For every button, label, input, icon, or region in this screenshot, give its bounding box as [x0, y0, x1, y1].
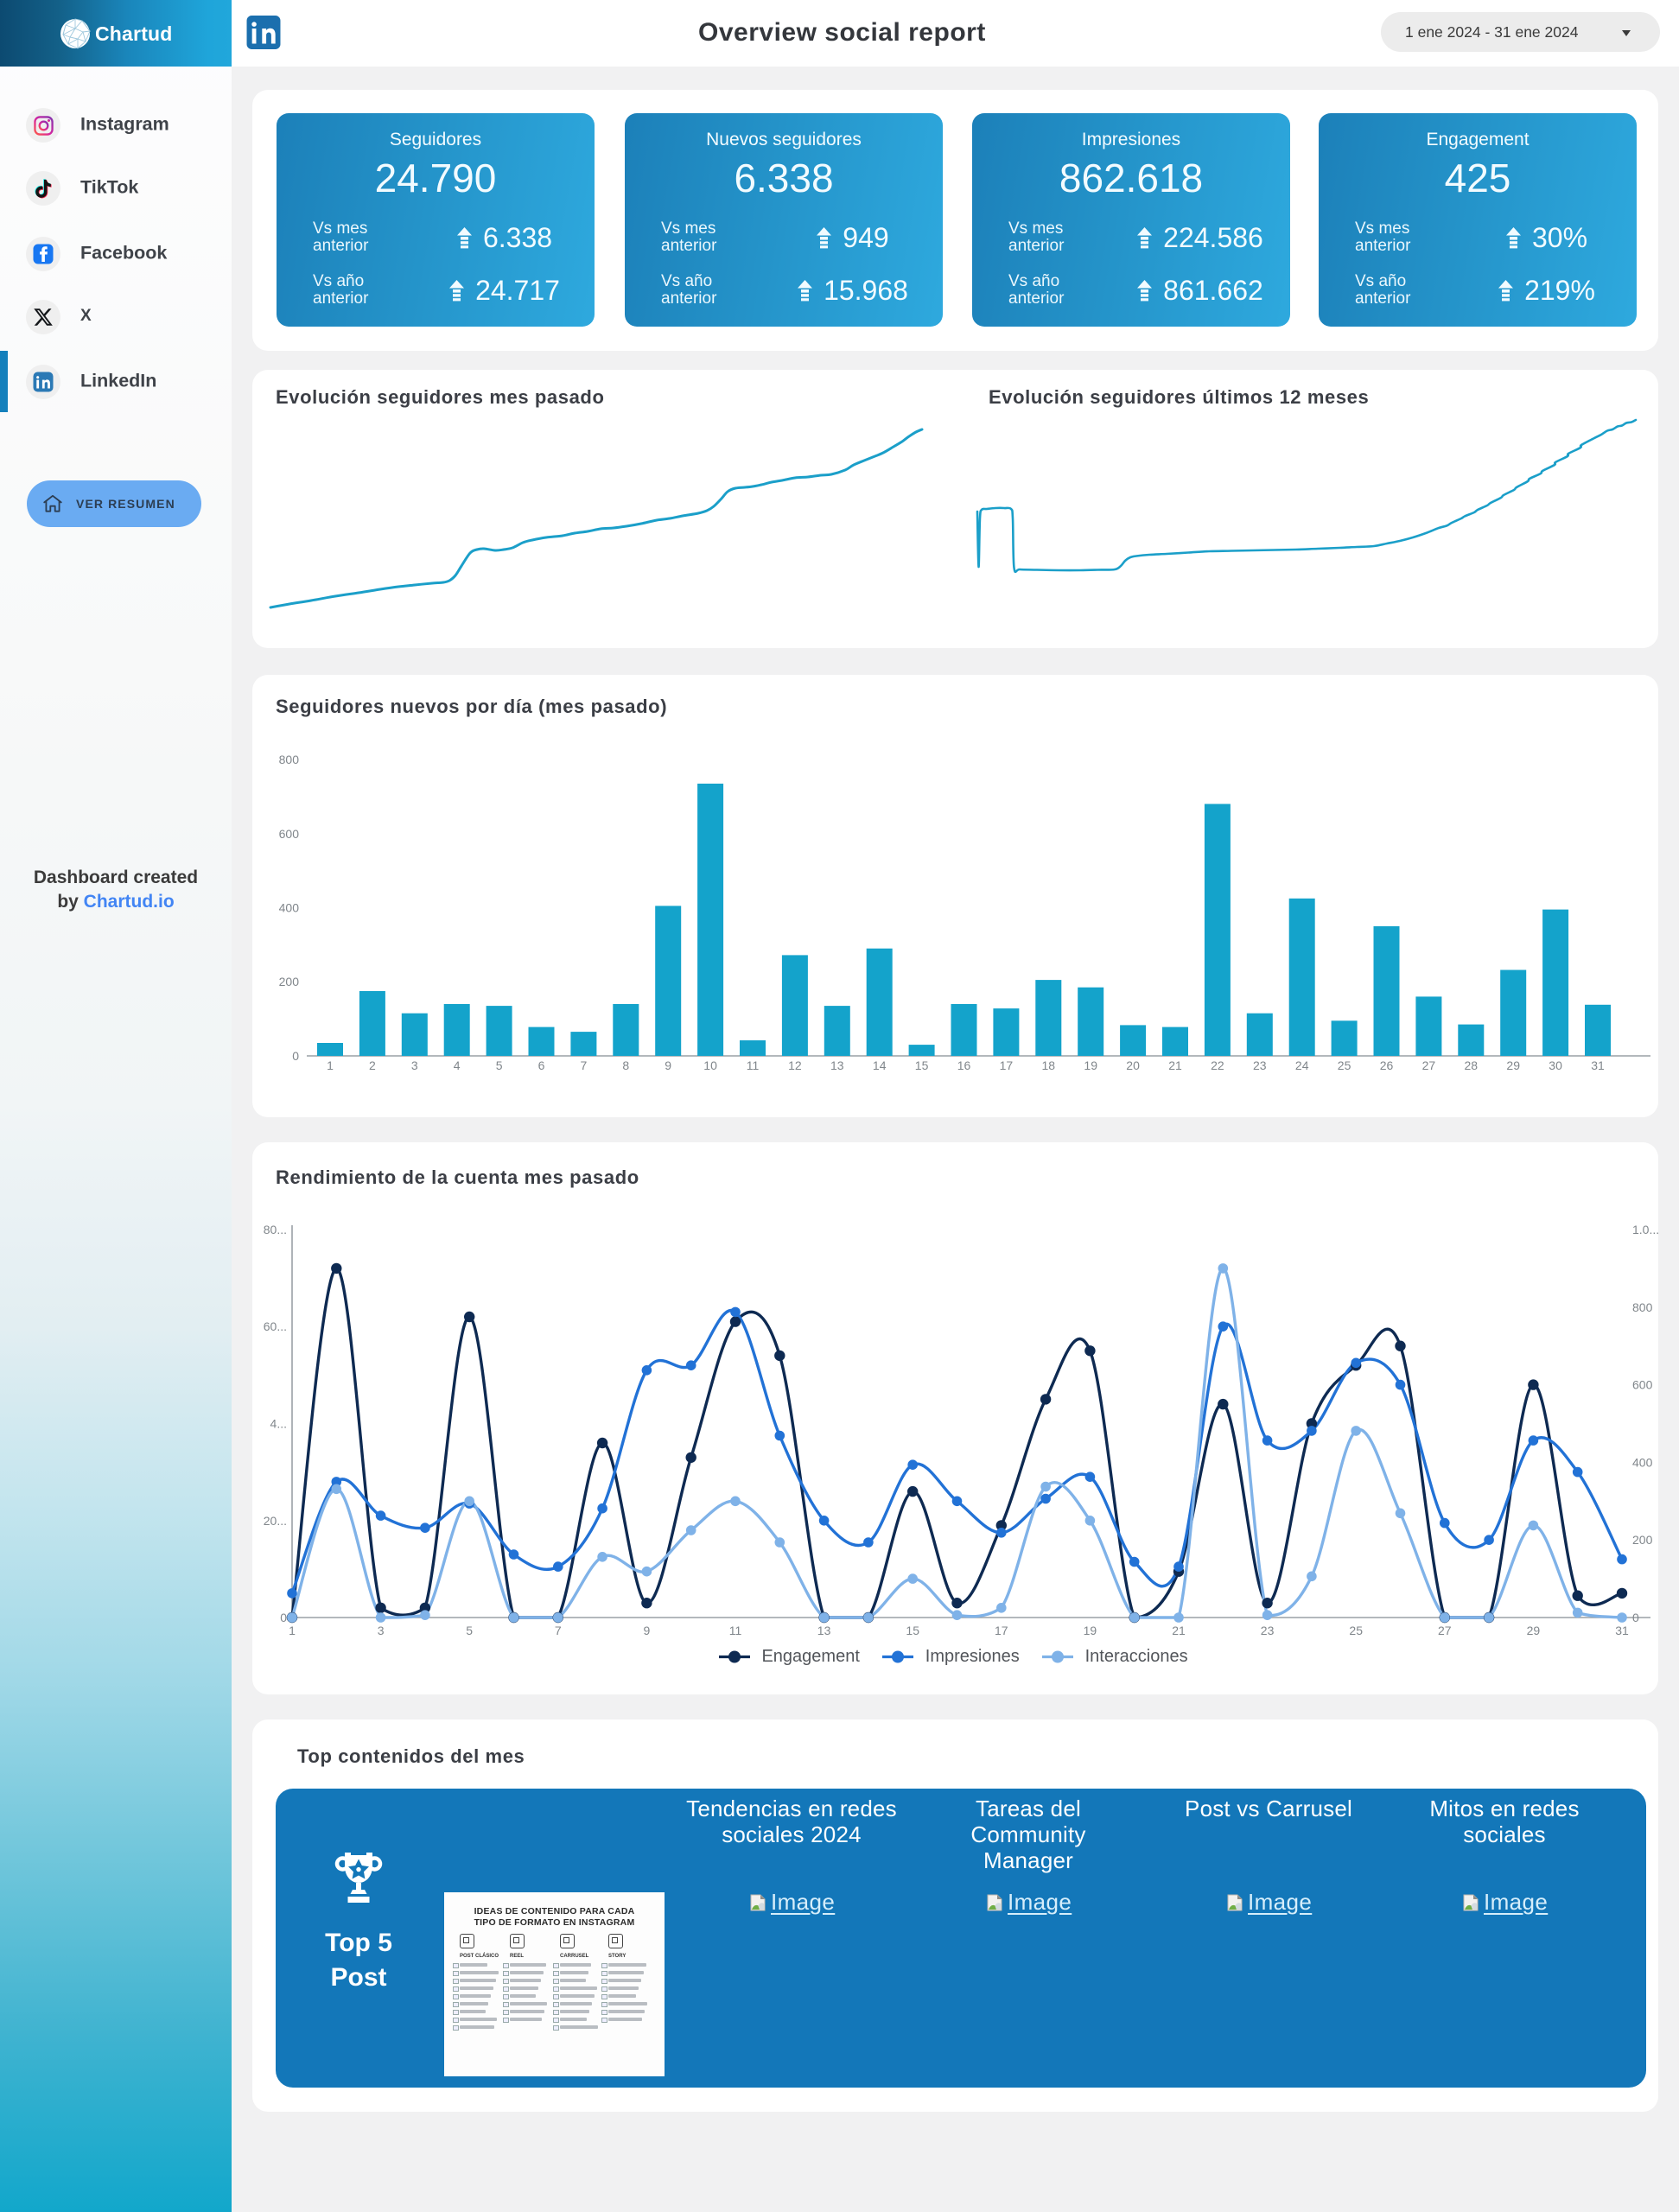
svg-text:11: 11 [747, 1058, 760, 1072]
svg-text:15: 15 [915, 1058, 929, 1072]
svg-text:13: 13 [830, 1058, 844, 1072]
svg-text:200: 200 [279, 975, 300, 988]
svg-text:16: 16 [957, 1058, 971, 1072]
svg-text:60...: 60... [264, 1319, 287, 1333]
svg-text:31: 31 [1615, 1624, 1629, 1637]
svg-text:31: 31 [1591, 1058, 1605, 1072]
svg-text:800: 800 [279, 753, 300, 766]
svg-text:17: 17 [1000, 1058, 1014, 1072]
svg-text:27: 27 [1438, 1624, 1452, 1637]
svg-text:0: 0 [292, 1049, 299, 1063]
svg-text:22: 22 [1211, 1058, 1224, 1072]
svg-text:400: 400 [279, 901, 300, 915]
svg-text:7: 7 [581, 1058, 588, 1072]
svg-text:23: 23 [1261, 1624, 1275, 1637]
svg-text:15: 15 [906, 1624, 919, 1637]
svg-text:9: 9 [665, 1058, 671, 1072]
svg-text:0: 0 [1632, 1611, 1639, 1624]
svg-text:0: 0 [280, 1611, 287, 1624]
svg-text:29: 29 [1506, 1058, 1520, 1072]
svg-text:1.0...: 1.0... [1632, 1223, 1658, 1236]
svg-text:6: 6 [538, 1058, 545, 1072]
svg-text:21: 21 [1172, 1624, 1186, 1637]
svg-text:14: 14 [873, 1058, 887, 1072]
svg-text:12: 12 [788, 1058, 802, 1072]
svg-text:600: 600 [279, 827, 300, 841]
svg-text:27: 27 [1422, 1058, 1436, 1072]
svg-text:1: 1 [289, 1624, 296, 1637]
svg-text:200: 200 [1632, 1533, 1653, 1547]
svg-text:5: 5 [466, 1624, 473, 1637]
svg-text:11: 11 [729, 1624, 742, 1637]
svg-text:24: 24 [1295, 1058, 1309, 1072]
svg-text:25: 25 [1338, 1058, 1351, 1072]
svg-text:17: 17 [995, 1624, 1008, 1637]
svg-text:5: 5 [496, 1058, 503, 1072]
svg-text:4: 4 [454, 1058, 461, 1072]
svg-text:600: 600 [1632, 1378, 1653, 1392]
svg-text:28: 28 [1465, 1058, 1479, 1072]
svg-text:20...: 20... [264, 1514, 287, 1528]
svg-text:26: 26 [1380, 1058, 1394, 1072]
svg-text:3: 3 [378, 1624, 385, 1637]
svg-text:9: 9 [644, 1624, 651, 1637]
svg-text:20: 20 [1126, 1058, 1140, 1072]
svg-text:7: 7 [555, 1624, 562, 1637]
svg-text:8: 8 [622, 1058, 629, 1072]
svg-text:30: 30 [1549, 1058, 1562, 1072]
svg-text:2: 2 [369, 1058, 376, 1072]
svg-text:25: 25 [1349, 1624, 1363, 1637]
svg-text:19: 19 [1084, 1624, 1097, 1637]
svg-text:400: 400 [1632, 1455, 1653, 1469]
svg-text:80...: 80... [264, 1223, 287, 1236]
svg-text:19: 19 [1084, 1058, 1097, 1072]
svg-text:4...: 4... [270, 1417, 287, 1431]
svg-text:23: 23 [1253, 1058, 1267, 1072]
svg-text:21: 21 [1168, 1058, 1182, 1072]
svg-text:800: 800 [1632, 1300, 1653, 1314]
svg-text:29: 29 [1527, 1624, 1541, 1637]
svg-text:1: 1 [327, 1058, 334, 1072]
svg-text:10: 10 [703, 1058, 717, 1072]
svg-text:13: 13 [817, 1624, 831, 1637]
svg-text:18: 18 [1042, 1058, 1056, 1072]
svg-text:3: 3 [411, 1058, 418, 1072]
